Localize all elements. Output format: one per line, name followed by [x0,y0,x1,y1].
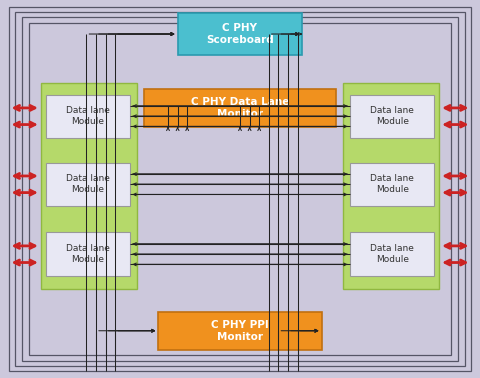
Text: C PHY Data Lane
Monitor: C PHY Data Lane Monitor [191,96,289,119]
Bar [350,94,434,138]
Text: C PHY PPI
Monitor: C PHY PPI Monitor [211,319,269,342]
Text: Data lane
Module: Data lane Module [371,244,414,264]
Text: Data lane
Module: Data lane Module [371,106,414,126]
Bar [46,232,130,276]
Bar [343,83,439,289]
Bar [41,83,137,289]
Text: C PHY
Scoreboard: C PHY Scoreboard [206,23,274,45]
Text: Data lane
Module: Data lane Module [66,174,109,194]
Bar [144,89,336,127]
Bar [46,94,130,138]
Bar [29,23,451,355]
Bar [178,13,302,55]
Text: Data lane
Module: Data lane Module [371,174,414,194]
Bar [46,163,130,206]
Text: Data lane
Module: Data lane Module [66,244,109,264]
Bar [350,163,434,206]
Bar [350,232,434,276]
Bar [158,312,322,350]
Text: Data lane
Module: Data lane Module [66,106,109,126]
